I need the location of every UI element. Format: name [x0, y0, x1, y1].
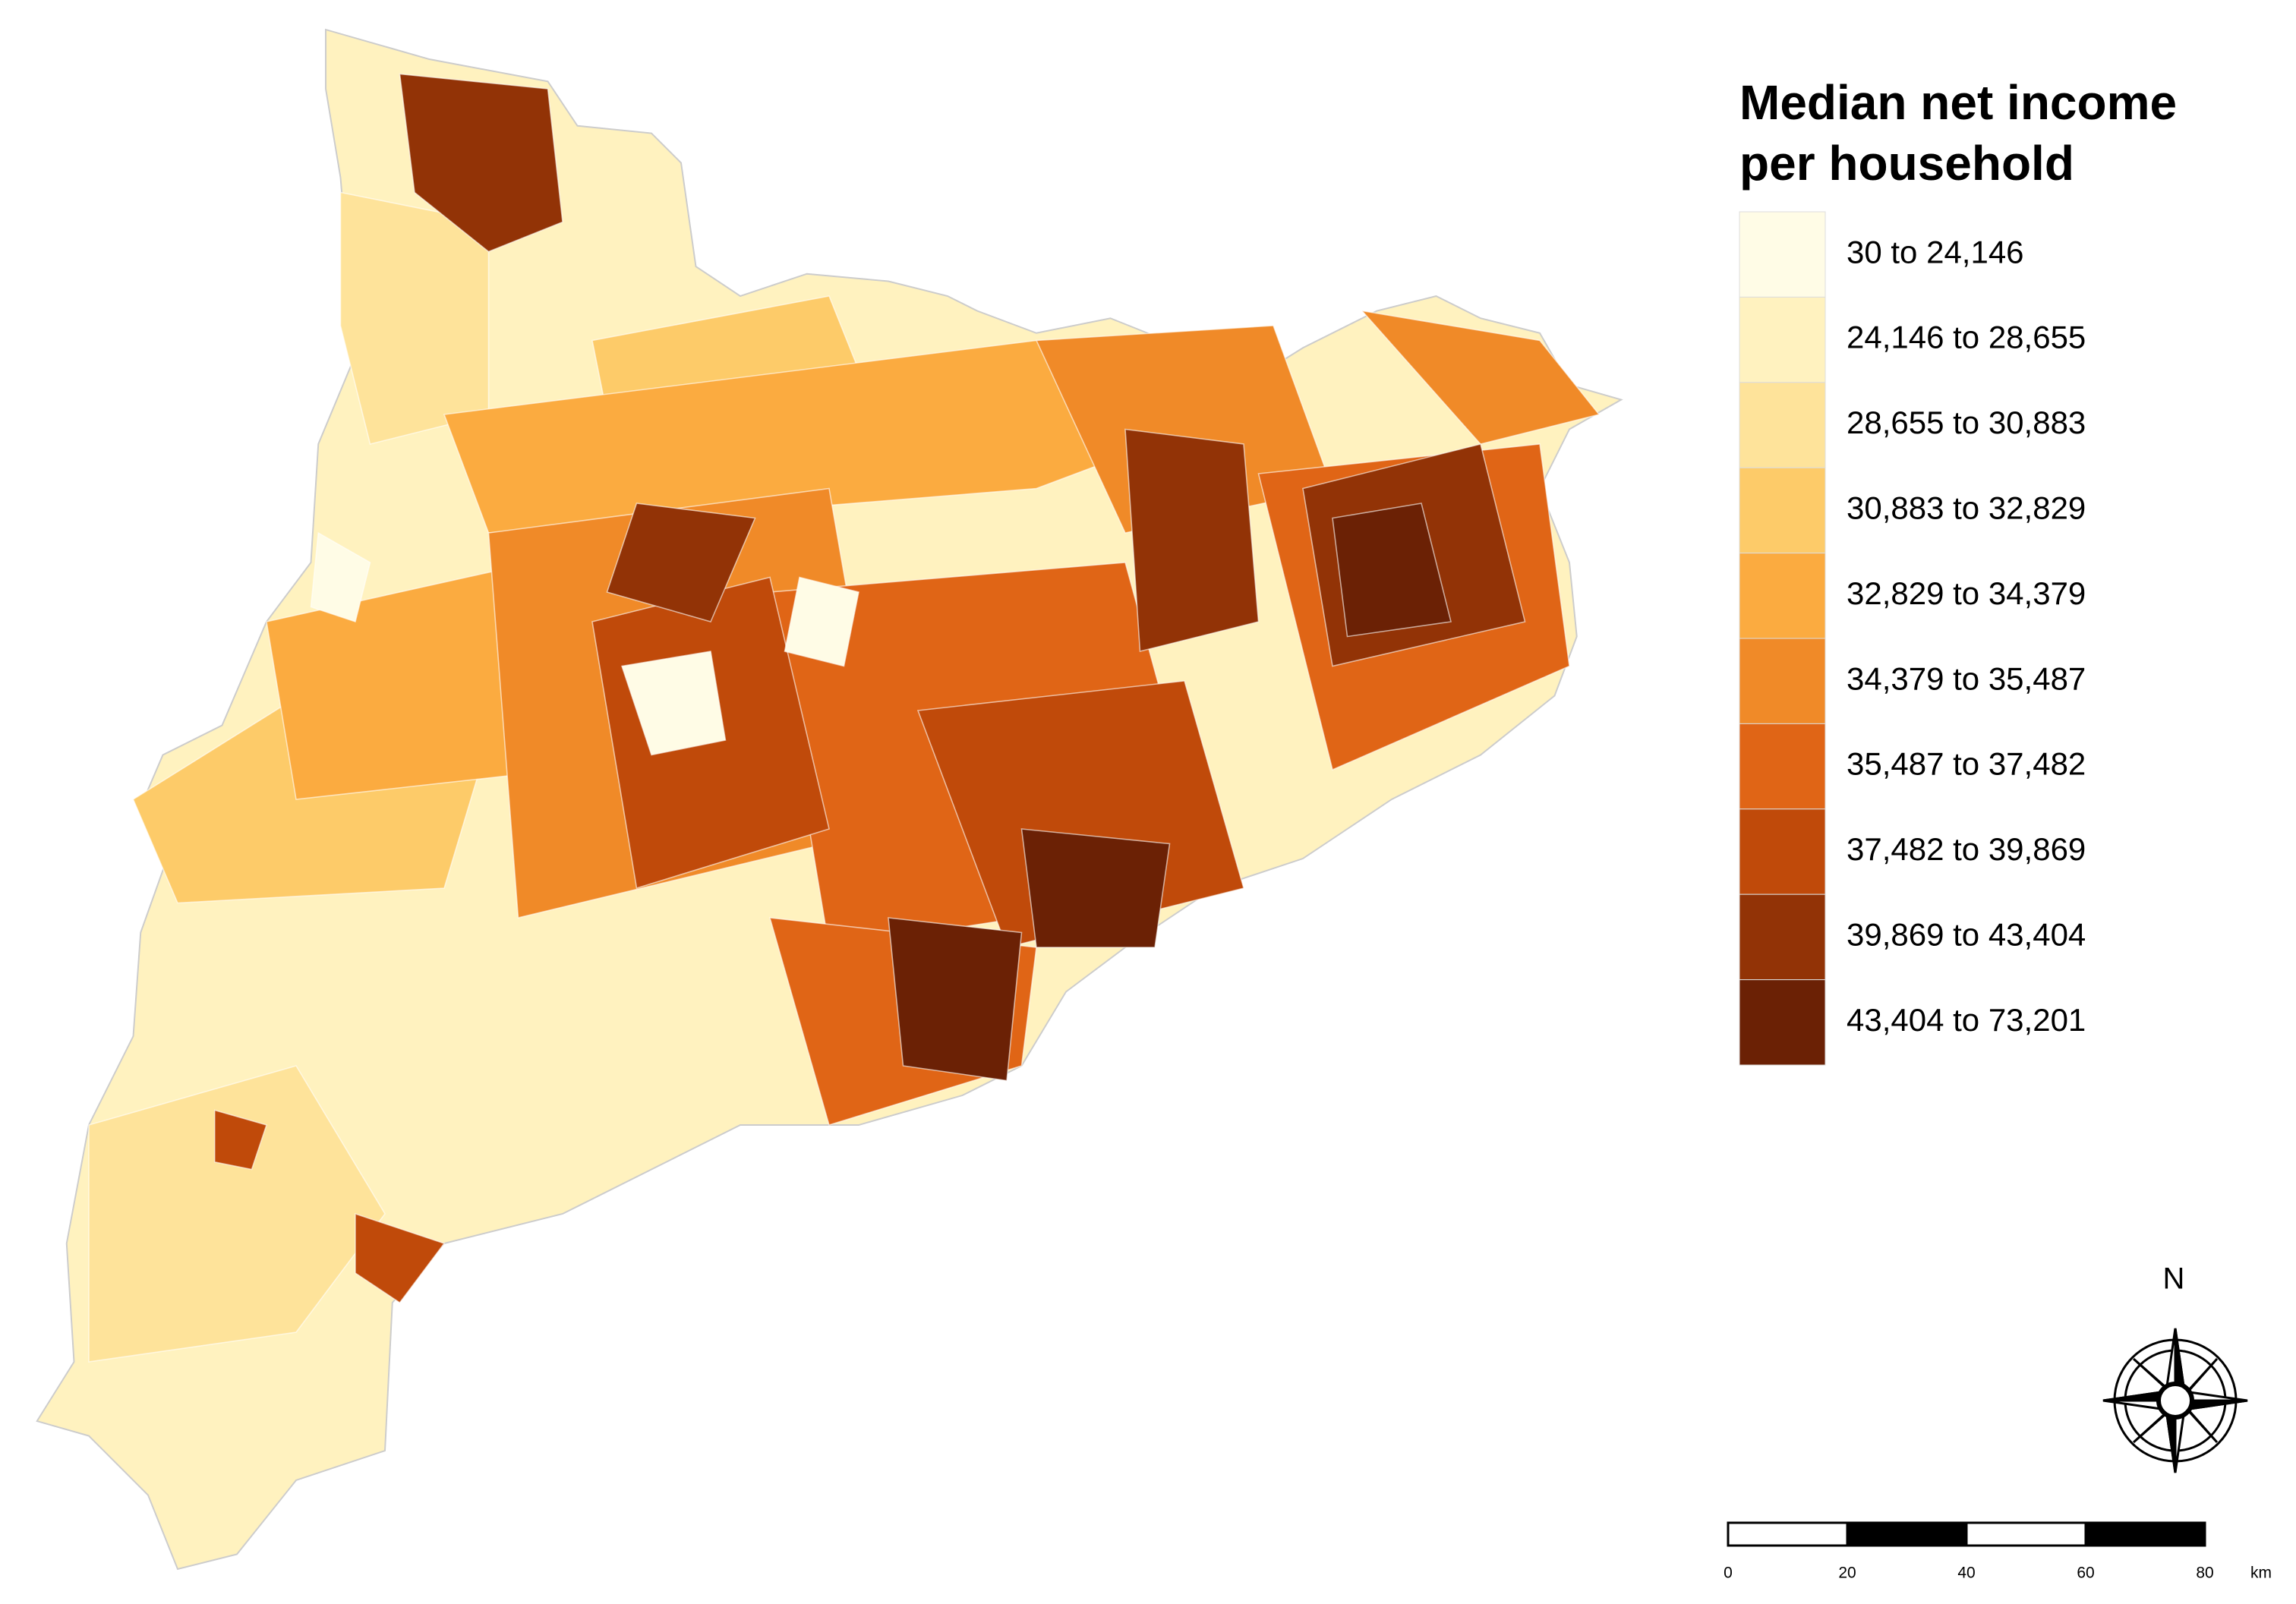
- north-label: N: [2163, 1262, 2185, 1296]
- map: [36, 28, 1623, 1571]
- legend-label: 35,487 to 37,482: [1847, 746, 2086, 782]
- legend-label: 43,404 to 73,201: [1847, 1002, 2086, 1038]
- scale-tick-label: 0: [1724, 1565, 1733, 1582]
- compass-rose: [2102, 1328, 2248, 1473]
- legend-swatch: [1739, 296, 1826, 383]
- legend-swatch: [1739, 808, 1826, 895]
- region: [784, 576, 859, 667]
- scale-segment: [1727, 1521, 1849, 1547]
- region: [310, 531, 371, 623]
- legend-swatch: [1739, 467, 1826, 554]
- scale-segment: [2084, 1521, 2206, 1547]
- region: [620, 651, 727, 756]
- legend-title: per household: [1739, 136, 2074, 191]
- legend-swatch: [1739, 638, 1826, 724]
- legend-title: Median net income: [1739, 75, 2177, 130]
- region: [213, 1109, 267, 1171]
- region: [399, 73, 563, 253]
- legend-swatch: [1739, 979, 1826, 1066]
- scale-bar: 0 20 40 60 80 km: [1724, 1521, 2272, 1582]
- legend-label: 30 to 24,146: [1847, 234, 2024, 269]
- legend-swatch: [1739, 893, 1826, 981]
- scale-tick-label: 80: [2196, 1565, 2213, 1582]
- legend-swatch: [1739, 723, 1826, 810]
- region: [606, 503, 756, 622]
- legend-label: 24,146 to 28,655: [1847, 320, 2086, 355]
- scale-tick-label: 20: [1838, 1565, 1856, 1582]
- legend-label: 28,655 to 30,883: [1847, 405, 2086, 440]
- legend-label: 30,883 to 32,829: [1847, 490, 2086, 525]
- scale-unit: km: [2250, 1565, 2272, 1582]
- scale-tick-label: 40: [1957, 1565, 1975, 1582]
- region: [355, 1212, 446, 1304]
- scale-tick-label: 60: [2077, 1565, 2094, 1582]
- legend-label: 34,379 to 35,487: [1847, 660, 2086, 696]
- scale-segment: [1846, 1521, 1968, 1547]
- region: [1124, 428, 1260, 652]
- legend-swatch: [1739, 553, 1826, 639]
- legend-swatch: [1739, 211, 1826, 298]
- region: [1360, 310, 1601, 445]
- legend-label: 37,482 to 39,869: [1847, 831, 2086, 867]
- region: [88, 1065, 386, 1363]
- region: [888, 917, 1023, 1082]
- legend-label: 39,869 to 43,404: [1847, 916, 2086, 952]
- legend-label: 32,829 to 34,379: [1847, 575, 2086, 611]
- scale-segment: [1965, 1521, 2087, 1547]
- legend-swatch: [1739, 382, 1826, 468]
- region: [1332, 503, 1452, 638]
- legend: 30 to 24,146 24,146 to 28,655 28,655 to 30…: [1739, 211, 2086, 1066]
- region: [1020, 828, 1171, 948]
